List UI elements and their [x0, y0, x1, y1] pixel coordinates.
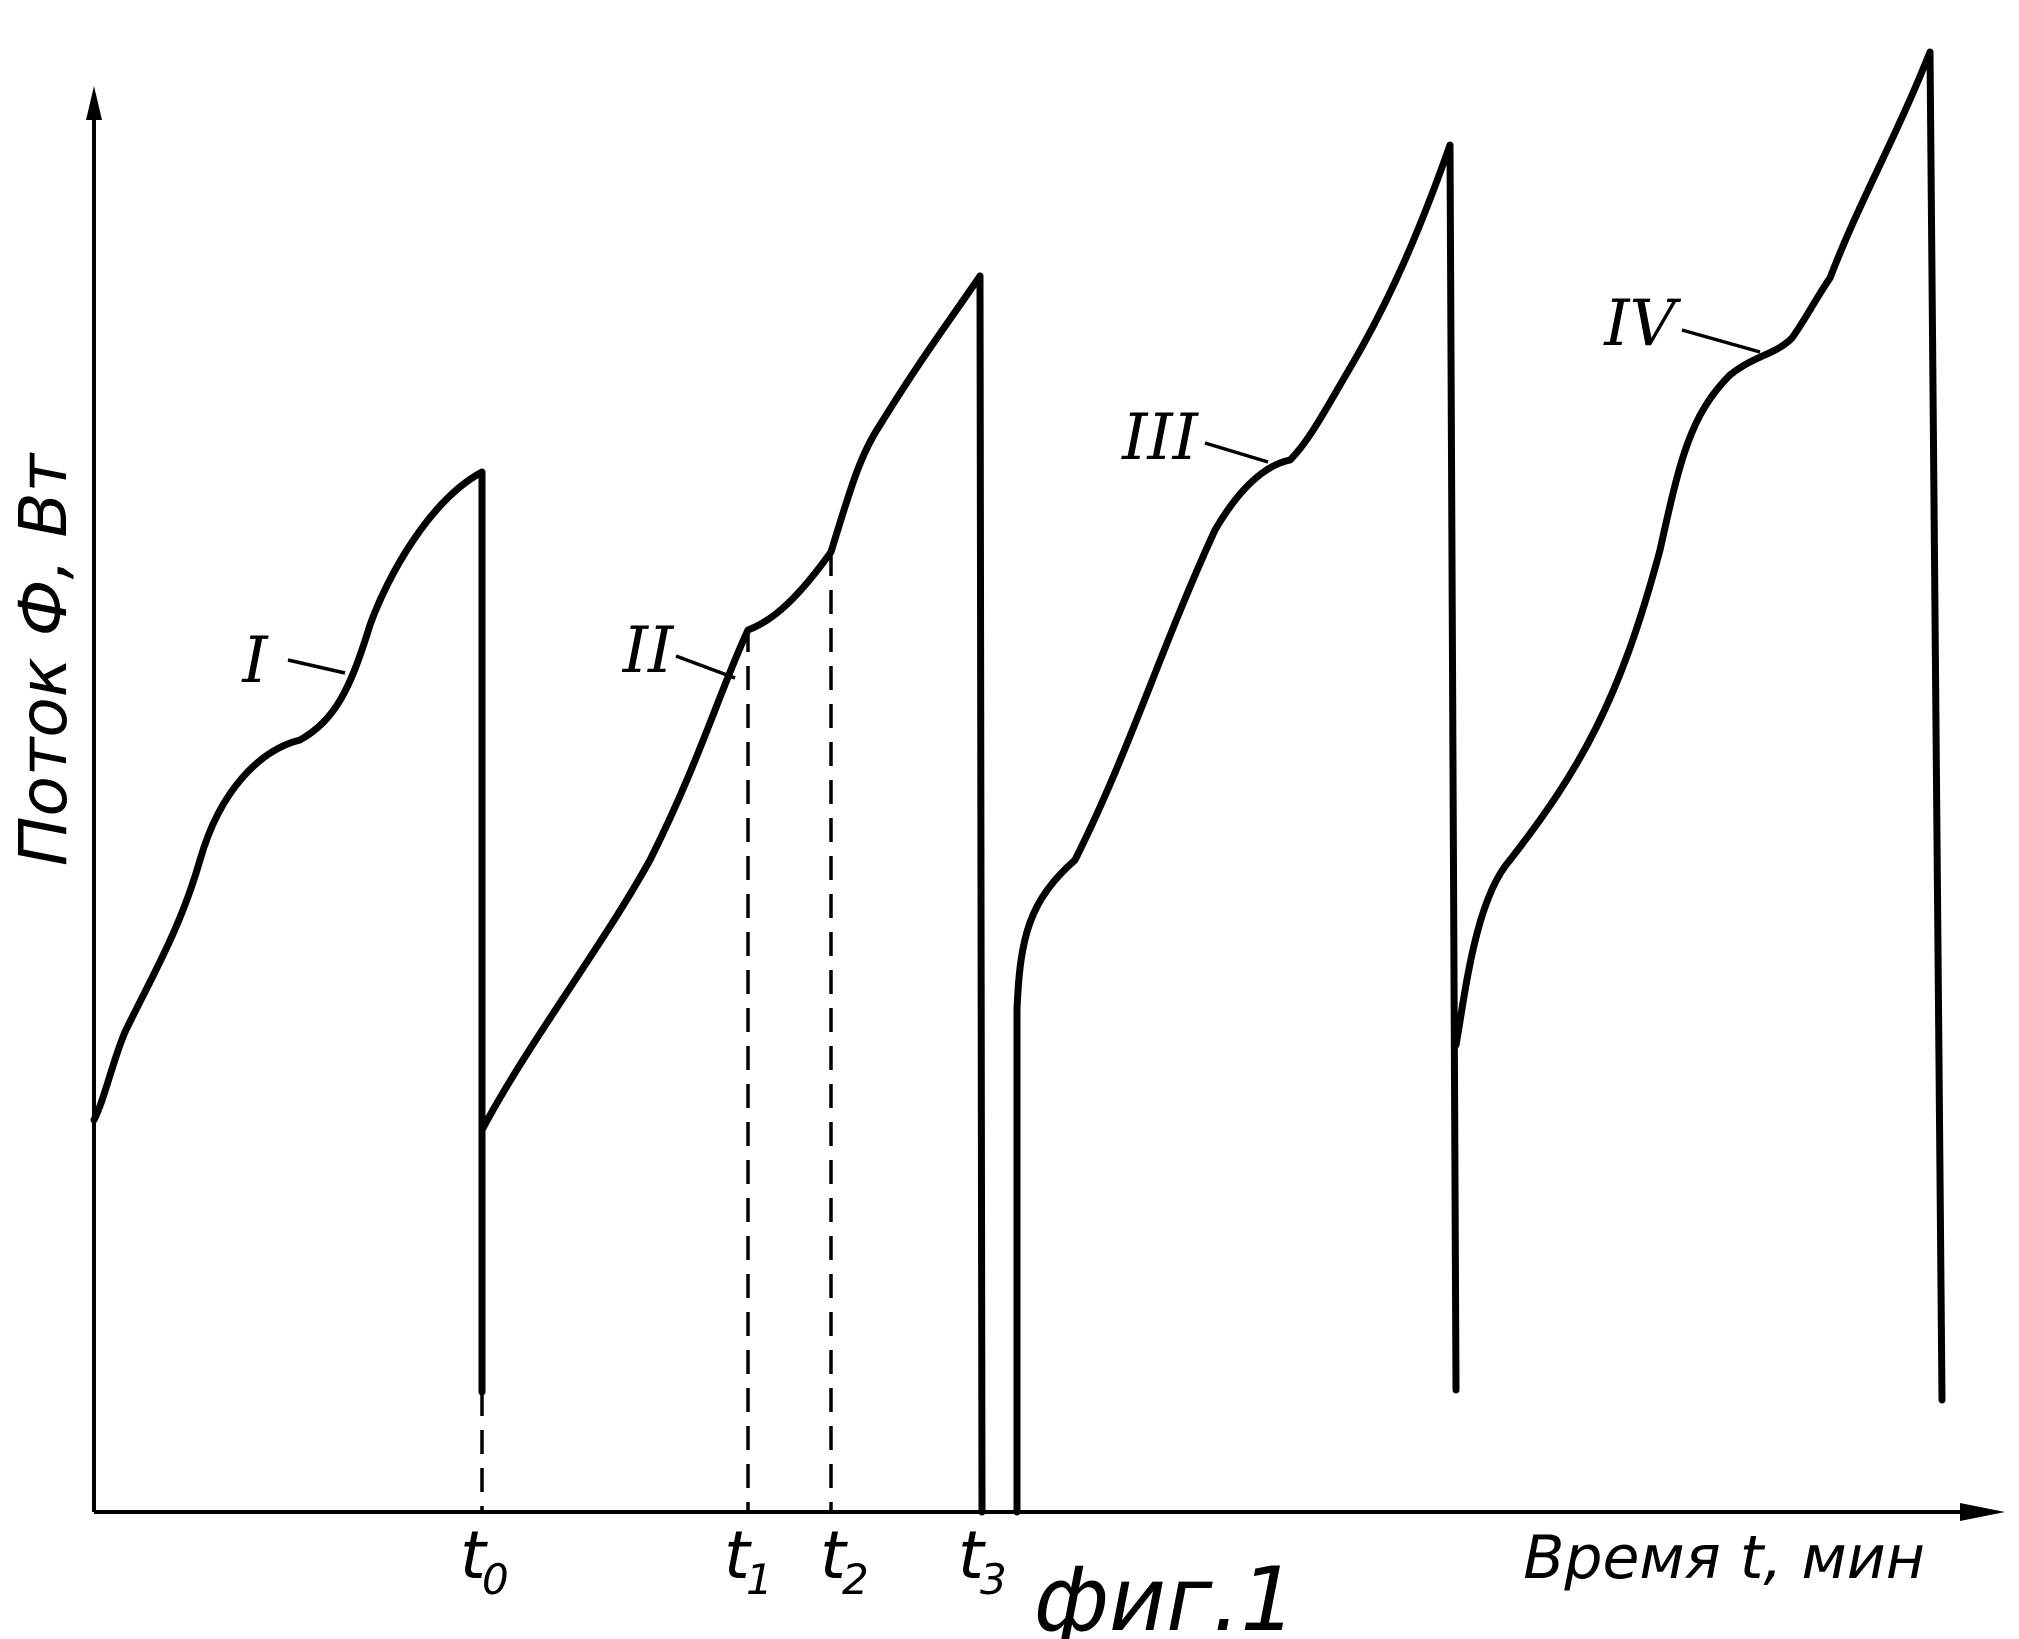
x-axis-arrow-icon [1960, 1503, 2005, 1521]
x-axis-label: Время t, мин [1523, 1523, 1925, 1593]
tick-label-t3: t 3 [958, 1517, 1007, 1604]
curve-I [94, 472, 482, 1392]
leader-II [676, 656, 735, 678]
curve-IV [1456, 52, 1942, 1400]
tick-label-t0-sub: 0 [482, 1555, 509, 1604]
tick-label-t0: t 0 [460, 1517, 509, 1604]
tick-label-t1-sub: 1 [746, 1555, 773, 1604]
y-axis-label: Поток Ф, Вт [5, 451, 82, 866]
curve-label-II: II [622, 614, 675, 688]
curve-label-I: I [241, 624, 269, 698]
tick-label-t3-sub: 3 [980, 1555, 1007, 1604]
tick-label-t2-sub: 2 [842, 1555, 869, 1604]
figure-caption: фиг.1 [1034, 1548, 1297, 1639]
leader-III [1205, 443, 1268, 462]
curve-III [1017, 145, 1456, 1512]
leader-IV [1682, 330, 1760, 352]
tick-label-t2: t 2 [820, 1517, 869, 1604]
tick-label-t1: t 1 [724, 1517, 773, 1604]
y-axis-arrow-icon [86, 86, 102, 120]
curve-label-IV: IV [1603, 287, 1681, 361]
leader-I [288, 660, 345, 673]
curve-II [482, 276, 982, 1512]
curve-label-III: III [1121, 401, 1200, 475]
